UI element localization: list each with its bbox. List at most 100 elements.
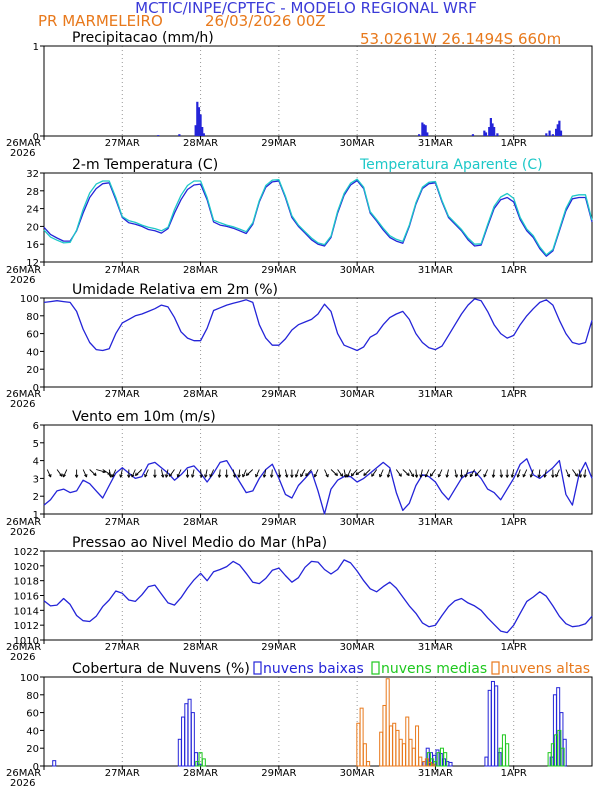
header-title: MCTIC/INPE/CPTEC - MODELO REGIONAL WRF [135,0,477,17]
wind-vector [277,469,282,478]
wind-vector [185,469,190,478]
bar-clouds [562,738,567,767]
x-tick-label: 28MAR [183,768,218,779]
y-tick-label: 28 [26,187,39,198]
wind-vector [269,469,274,478]
y-tick-label: 80 [26,312,39,323]
wind-vector [217,469,222,478]
series-line-temp-0 [43,179,593,257]
wind-vector [262,469,267,478]
x-tick-year: 2026 [10,778,35,789]
x-tick-label: 31MAR [418,642,453,653]
panel-title: Cobertura de Nuvens (%) [72,661,250,677]
wind-vector [290,469,294,478]
wind-vector [199,469,203,478]
x-tick-label: 28MAR [183,517,218,528]
bar-clouds [560,747,565,767]
wind-vector [313,469,319,478]
y-tick-label: 16 [26,240,39,251]
wind-vector [89,469,97,477]
bar-clouds [52,760,57,767]
y-tick-label: 1018 [14,577,39,588]
series-line-wind-0 [43,458,593,515]
x-tick-label: 29MAR [261,642,296,653]
bar-precip [422,124,426,136]
bar-precip [426,132,429,136]
y-tick-label: 1012 [14,621,39,632]
plot-frame [43,424,593,515]
wind-vector [245,469,254,477]
header-location: PR MARMELEIRO [38,12,163,30]
x-tick-label: 29MAR [261,265,296,276]
wind-vector [330,469,338,477]
wind-vector [284,469,289,478]
x-tick-label: 29MAR [261,138,296,149]
bar-precip [418,134,421,136]
wind-vector [127,469,131,478]
wind-vector [510,469,515,478]
legend-label: nuvens medias [381,661,487,677]
wind-vector [305,469,312,477]
x-tick-label: 30MAR [340,768,375,779]
y-tick-label: 20 [26,222,39,233]
bar-precip [178,134,181,136]
panel-title: Vento em 10m (m/s) [72,409,216,425]
y-tick-label: 1 [33,42,39,53]
y-tick-label: 5 [33,439,39,450]
plot-frame [43,676,593,767]
wind-vector [537,469,541,478]
y-tick-label: 1 [33,510,39,521]
wind-vector [242,469,247,478]
y-tick-label: 3 [33,474,39,485]
y-tick-label: 0 [33,762,39,773]
legend-swatch [253,661,262,675]
panel-title: Umidade Relativa em 2m (%) [72,282,278,298]
bar-precip [199,114,202,136]
plot-frame [43,172,593,263]
x-tick-label: 30MAR [340,517,375,528]
wind-vector [505,469,509,478]
plot-frame [43,45,593,137]
wind-vector [474,469,482,477]
bar-clouds [190,712,195,767]
wind-vector [363,469,371,477]
y-tick-label: 20 [26,365,39,376]
y-tick-label: 40 [26,347,39,358]
legend-apparent-temperature: Temperatura Aparente (C) [359,157,543,173]
wind-vector [491,469,496,478]
wind-vector [429,469,436,477]
wind-vector [119,469,123,478]
y-tick-label: 24 [26,205,39,216]
x-tick-label: 26MAR [6,389,41,400]
bar-clouds [385,678,390,767]
wind-vector [131,469,136,478]
x-tick-label: 28MAR [183,389,218,400]
wind-vector [445,469,449,478]
bar-precip [483,130,486,136]
wind-vector [294,469,299,478]
y-tick-label: 0 [33,383,39,394]
y-tick-label: 20 [26,744,39,755]
wind-vector [371,469,378,477]
x-tick-label: 26MAR [6,265,41,276]
x-tick-label: 27MAR [105,265,140,276]
wind-vector [176,469,182,478]
wind-vector [62,469,68,478]
wind-vector [144,469,149,478]
y-tick-label: 60 [26,709,39,720]
wind-vector [395,469,402,477]
wind-vector [469,469,475,478]
legend-label: nuvens baixas [263,661,364,677]
bar-clouds [505,743,510,767]
x-tick-label: 31MAR [418,768,453,779]
bar-clouds [448,761,453,767]
wind-vector [160,469,165,478]
x-tick-year: 2026 [10,399,35,410]
bar-clouds [494,685,499,767]
x-tick-label: 26MAR [6,517,41,528]
legend-swatch [371,661,380,675]
